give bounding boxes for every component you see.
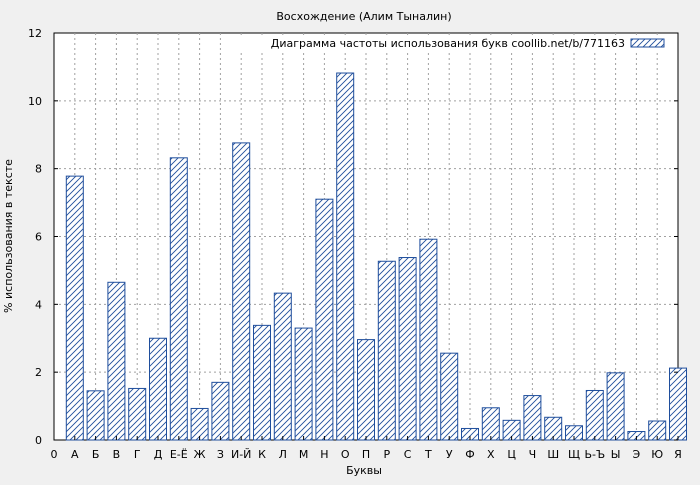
- bar-И-Й: [232, 142, 251, 441]
- y-tick-label: 6: [35, 231, 42, 244]
- bar-Л: [273, 292, 292, 441]
- bar-Т: [419, 238, 438, 441]
- x-tick-label: Е-Ё: [170, 448, 188, 461]
- legend: Диаграмма частоты использования букв coo…: [240, 36, 674, 50]
- x-axis-label: Буквы: [346, 464, 382, 477]
- x-tick-label: Ю: [651, 448, 663, 461]
- x-tick-label: Я: [674, 448, 682, 461]
- y-axis-label: % использования в тексте: [2, 159, 15, 313]
- y-tick-label: 0: [35, 434, 42, 447]
- bar-З: [211, 381, 230, 441]
- y-axis-ticks: 0 2 4 6 8 10 12: [28, 27, 678, 447]
- x-tick-label: И-Й: [231, 448, 251, 461]
- y-tick-label: 10: [28, 95, 42, 108]
- bar-Б: [86, 390, 105, 441]
- bar-Ь-Ъ: [585, 389, 604, 441]
- bars-group: [65, 72, 687, 441]
- x-tick-label: Т: [424, 448, 432, 461]
- x-tick-label: П: [362, 448, 370, 461]
- x-tick-label: Р: [383, 448, 390, 461]
- x-tick-label: С: [404, 448, 412, 461]
- legend-swatch: [630, 38, 665, 48]
- x-tick-label: Ч: [529, 448, 537, 461]
- x-tick-label: Б: [92, 448, 100, 461]
- bar-А: [65, 175, 84, 441]
- x-tick-label: Ы: [611, 448, 621, 461]
- chart-title: Восхождение (Алим Тыналин): [276, 10, 451, 23]
- bar-О: [336, 72, 355, 441]
- x-tick-label: А: [71, 448, 79, 461]
- x-tick-label: М: [299, 448, 309, 461]
- bar-К: [253, 324, 271, 441]
- bar-Ы: [606, 372, 625, 441]
- bar-Е-Ё: [169, 157, 188, 441]
- x-tick-label: Д: [154, 448, 163, 461]
- x-tick-label: Ц: [507, 448, 516, 461]
- x-tick-label: Х: [487, 448, 495, 461]
- x-axis-ticks: 0 А Б В Г Д Е-Ё Ж З И-Й К Л М Н О П Р С Т У Ф Х Ц Ч Ш Щ Ь-Ъ Ы Э Ю Я: [51, 436, 682, 461]
- y-tick-label: 8: [35, 163, 42, 176]
- legend-label: Диаграмма частоты использования букв coo…: [271, 37, 625, 50]
- legend-background: [240, 36, 674, 50]
- bar-П: [357, 339, 375, 441]
- x-tick-label: Г: [134, 448, 141, 461]
- x-tick-label: К: [258, 448, 266, 461]
- x-tick-label: Ь-Ъ: [584, 448, 605, 461]
- x-tick-label: 0: [51, 448, 58, 461]
- x-tick-label: З: [217, 448, 224, 461]
- y-tick-label: 12: [28, 27, 42, 40]
- x-tick-label: В: [113, 448, 121, 461]
- y-tick-label: 2: [35, 366, 42, 379]
- bar-С: [398, 257, 417, 441]
- x-tick-label: Ф: [465, 448, 474, 461]
- x-tick-label: У: [446, 448, 453, 461]
- bar-У: [440, 352, 459, 441]
- bar-Д: [149, 337, 167, 441]
- bar-Х: [481, 407, 500, 441]
- x-tick-label: Ш: [547, 448, 559, 461]
- bar-Ж: [190, 407, 209, 441]
- x-tick-label: Э: [633, 448, 641, 461]
- bar-Р: [377, 260, 396, 441]
- y-tick-label: 4: [35, 298, 42, 311]
- x-tick-label: Н: [320, 448, 328, 461]
- x-tick-label: Щ: [568, 448, 580, 461]
- x-tick-label: Л: [279, 448, 287, 461]
- bar-Н: [315, 198, 334, 441]
- bar-М: [294, 327, 313, 441]
- bar-Г: [128, 387, 147, 441]
- bar-В: [107, 281, 126, 441]
- x-tick-label: Ж: [194, 448, 206, 461]
- bar-Я: [669, 367, 687, 441]
- x-tick-label: О: [341, 448, 350, 461]
- bar-Ч: [523, 395, 542, 441]
